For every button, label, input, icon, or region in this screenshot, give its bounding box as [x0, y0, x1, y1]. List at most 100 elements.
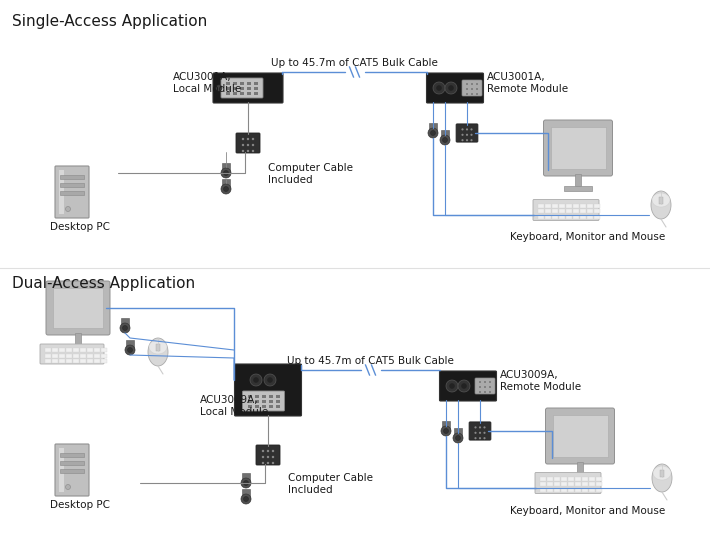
Circle shape [241, 494, 251, 504]
Circle shape [128, 348, 133, 353]
Bar [66, 354, 72, 357]
Circle shape [456, 436, 461, 441]
Bar [568, 487, 574, 491]
Bar [64, 345, 92, 350]
Ellipse shape [149, 340, 167, 354]
Bar [552, 415, 608, 457]
FancyBboxPatch shape [236, 133, 260, 153]
Bar [268, 395, 273, 398]
Circle shape [65, 485, 70, 490]
Bar [561, 487, 567, 491]
Bar [587, 203, 593, 207]
Circle shape [242, 138, 244, 140]
Bar [575, 487, 581, 491]
Bar [240, 87, 244, 90]
Bar [101, 348, 106, 352]
Bar [561, 482, 567, 486]
Circle shape [262, 456, 264, 458]
Ellipse shape [651, 191, 671, 219]
Bar [60, 191, 84, 195]
Circle shape [125, 345, 135, 355]
Bar [554, 487, 559, 491]
Circle shape [471, 139, 473, 141]
Bar [545, 214, 550, 219]
Bar [247, 87, 251, 90]
Circle shape [247, 144, 249, 146]
Text: ACU3001A,
Remote Module: ACU3001A, Remote Module [487, 72, 568, 94]
FancyBboxPatch shape [256, 445, 280, 465]
Circle shape [267, 462, 269, 464]
Circle shape [241, 478, 251, 488]
Bar [268, 405, 273, 408]
Bar [45, 359, 50, 363]
Bar [545, 209, 550, 213]
Text: ACU3001A,
Local Module: ACU3001A, Local Module [173, 72, 241, 94]
Bar [275, 395, 280, 398]
Circle shape [448, 85, 454, 91]
Circle shape [120, 323, 130, 333]
Circle shape [242, 144, 244, 146]
Ellipse shape [652, 464, 672, 492]
Circle shape [445, 82, 457, 94]
Circle shape [252, 150, 254, 152]
Bar [45, 354, 50, 357]
Circle shape [474, 437, 476, 440]
Bar [60, 461, 84, 465]
Bar [240, 92, 244, 95]
Bar [75, 333, 81, 345]
Bar [52, 359, 58, 363]
Circle shape [449, 383, 455, 389]
Circle shape [441, 426, 451, 436]
Bar [573, 214, 579, 219]
Circle shape [479, 432, 481, 434]
Bar [101, 359, 106, 363]
Ellipse shape [653, 466, 671, 480]
Circle shape [489, 386, 491, 388]
Bar [254, 405, 258, 408]
Bar [566, 209, 572, 213]
Circle shape [272, 450, 274, 452]
Bar [261, 400, 266, 403]
Bar [659, 197, 663, 204]
Bar [226, 92, 230, 95]
Bar [554, 477, 559, 480]
Circle shape [466, 93, 468, 95]
Bar [80, 354, 85, 357]
Circle shape [252, 138, 254, 140]
Bar [268, 400, 273, 403]
Circle shape [453, 433, 463, 443]
Bar [94, 354, 99, 357]
FancyBboxPatch shape [543, 120, 613, 176]
Circle shape [433, 82, 445, 94]
Circle shape [466, 134, 468, 136]
Circle shape [272, 462, 274, 464]
Bar [550, 127, 606, 169]
Bar [454, 428, 462, 438]
Circle shape [267, 450, 269, 452]
Bar [547, 487, 552, 491]
Circle shape [221, 168, 231, 178]
Text: Single-Access Application: Single-Access Application [12, 14, 207, 29]
FancyBboxPatch shape [456, 124, 478, 142]
Circle shape [221, 184, 231, 194]
Bar [589, 482, 594, 486]
Circle shape [471, 128, 473, 131]
Bar [87, 348, 92, 352]
Circle shape [462, 139, 464, 141]
Bar [261, 395, 266, 398]
Text: Keyboard, Monitor and Mouse: Keyboard, Monitor and Mouse [510, 506, 665, 516]
Bar [59, 359, 65, 363]
FancyBboxPatch shape [46, 281, 110, 335]
FancyBboxPatch shape [533, 200, 599, 220]
Bar [429, 123, 437, 133]
Circle shape [479, 426, 481, 429]
Circle shape [471, 93, 473, 95]
Circle shape [479, 391, 481, 393]
FancyBboxPatch shape [469, 422, 491, 440]
FancyBboxPatch shape [55, 166, 89, 218]
Bar [275, 400, 280, 403]
Bar [254, 92, 258, 95]
Circle shape [428, 128, 438, 138]
Bar [575, 174, 581, 186]
Bar [566, 203, 572, 207]
